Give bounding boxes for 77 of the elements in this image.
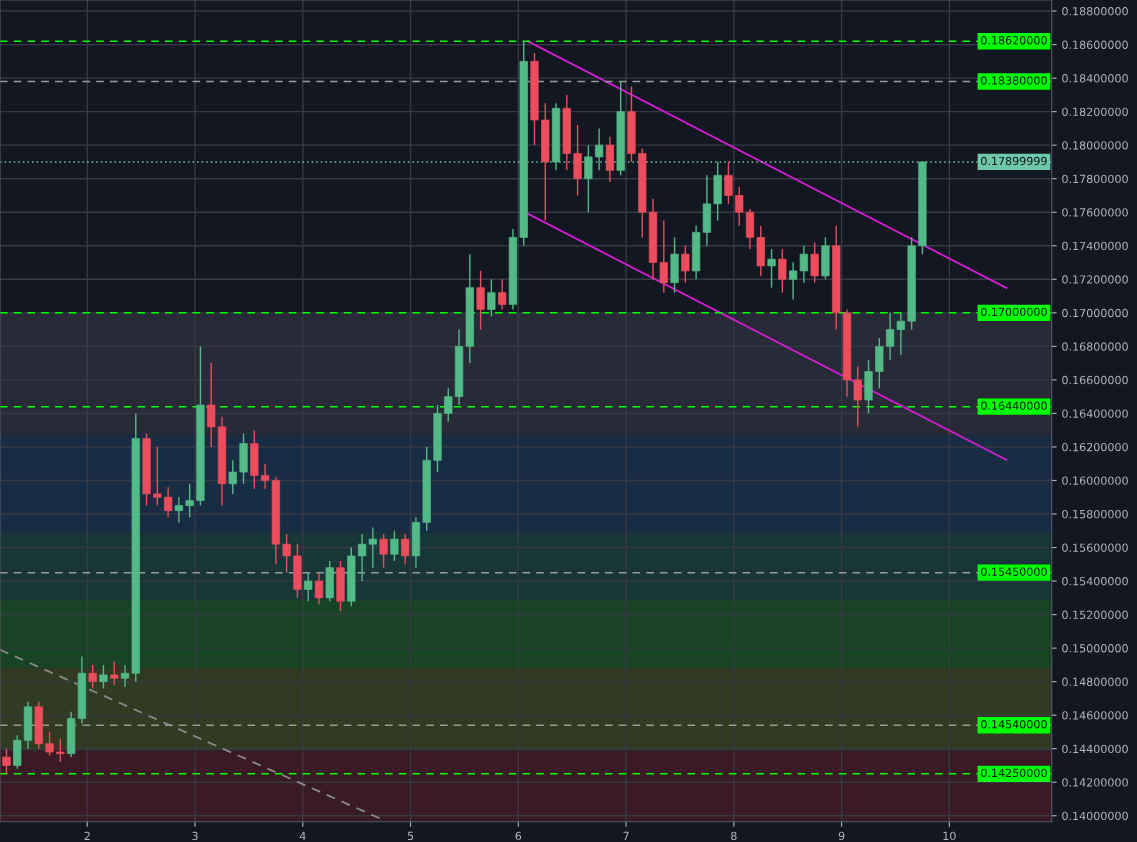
candlestick xyxy=(767,248,776,289)
candlestick xyxy=(207,362,216,448)
candlestick xyxy=(810,241,819,284)
candlestick xyxy=(45,731,54,757)
ref-line-label: 0.16440000 xyxy=(981,401,1047,410)
ref-line-label: 0.14540000 xyxy=(981,720,1047,729)
candlestick xyxy=(444,387,453,423)
y-tick-label: 0.18600000 xyxy=(1062,40,1128,49)
x-tick-label: 8 xyxy=(731,831,737,841)
candlestick xyxy=(584,144,593,213)
candlestick xyxy=(99,664,108,690)
x-tick-label: 2 xyxy=(84,831,90,840)
y-tick-label: 0.17200000 xyxy=(1062,275,1128,284)
y-tick-label: 0.18000000 xyxy=(1062,141,1128,150)
candlestick xyxy=(185,483,194,519)
candlestick xyxy=(778,248,787,294)
x-tick-label: 3 xyxy=(192,831,198,841)
y-tick-label: 0.16000000 xyxy=(1062,476,1128,485)
y-tick-label: 0.16400000 xyxy=(1062,409,1128,418)
candlestick xyxy=(2,748,11,775)
candlestick xyxy=(401,533,410,565)
x-tick-label: 5 xyxy=(407,831,414,841)
candlestick xyxy=(120,664,130,688)
y-tick-label: 0.16200000 xyxy=(1062,442,1128,452)
y-tick-label: 0.17600000 xyxy=(1062,208,1128,217)
candlestick xyxy=(368,526,377,569)
x-tick-label: 10 xyxy=(943,831,956,841)
candlestick xyxy=(659,219,668,294)
y-tick-label: 0.17000000 xyxy=(1062,308,1128,318)
ref-line-label: 0.14250000 xyxy=(981,768,1047,778)
y-tick-label: 0.17800000 xyxy=(1062,174,1128,184)
candlestick xyxy=(681,245,690,284)
candlestick xyxy=(498,278,507,311)
x-tick-label: 4 xyxy=(299,831,306,840)
candlestick xyxy=(88,664,97,690)
y-tick-label: 0.14600000 xyxy=(1062,711,1128,720)
y-tick-label: 0.15000000 xyxy=(1062,644,1128,653)
candlestick xyxy=(487,278,496,317)
y-tick-label: 0.18400000 xyxy=(1062,74,1128,83)
y-tick-label: 0.15600000 xyxy=(1062,543,1128,552)
y-tick-label: 0.17400000 xyxy=(1062,241,1128,251)
y-tick-label: 0.18200000 xyxy=(1062,107,1128,117)
ref-line-label: 0.17000000 xyxy=(981,307,1047,317)
x-tick-label: 7 xyxy=(623,831,629,840)
ref-line-label: 0.18620000 xyxy=(981,36,1047,45)
candlestick xyxy=(228,459,237,495)
ref-line-label: 0.17899999 xyxy=(981,156,1047,166)
candlestick xyxy=(304,571,313,602)
y-tick-label: 0.14200000 xyxy=(1062,778,1128,787)
candlestick xyxy=(390,530,399,562)
candlestick xyxy=(595,127,604,172)
candlestick xyxy=(153,446,162,507)
y-tick-label: 0.16800000 xyxy=(1062,342,1128,351)
candlestick xyxy=(735,186,744,227)
candlestick xyxy=(110,660,119,686)
y-tick-label: 0.14400000 xyxy=(1062,744,1128,754)
y-tick-label: 0.14800000 xyxy=(1062,677,1128,687)
ref-line-label: 0.15450000 xyxy=(981,567,1047,576)
x-tick-label: 9 xyxy=(838,831,845,841)
candlestick xyxy=(379,533,388,569)
y-tick-label: 0.14000000 xyxy=(1062,811,1128,821)
x-tick-label: 6 xyxy=(515,831,522,841)
candlestick xyxy=(357,533,367,582)
candlestick xyxy=(56,737,65,763)
candlestick xyxy=(724,161,733,205)
candlestick xyxy=(163,486,173,519)
y-tick-label: 0.15800000 xyxy=(1062,509,1128,519)
y-tick-label: 0.15400000 xyxy=(1062,577,1128,586)
candlestick xyxy=(174,496,183,524)
y-tick-label: 0.18800000 xyxy=(1062,7,1128,16)
y-tick-label: 0.15200000 xyxy=(1062,610,1128,619)
candlestick xyxy=(314,571,324,606)
candlestick xyxy=(476,270,485,331)
ref-line-label: 0.18380000 xyxy=(981,76,1047,85)
y-tick-label: 0.16600000 xyxy=(1062,375,1128,385)
candlestick xyxy=(282,533,291,574)
candlestick xyxy=(853,365,862,428)
